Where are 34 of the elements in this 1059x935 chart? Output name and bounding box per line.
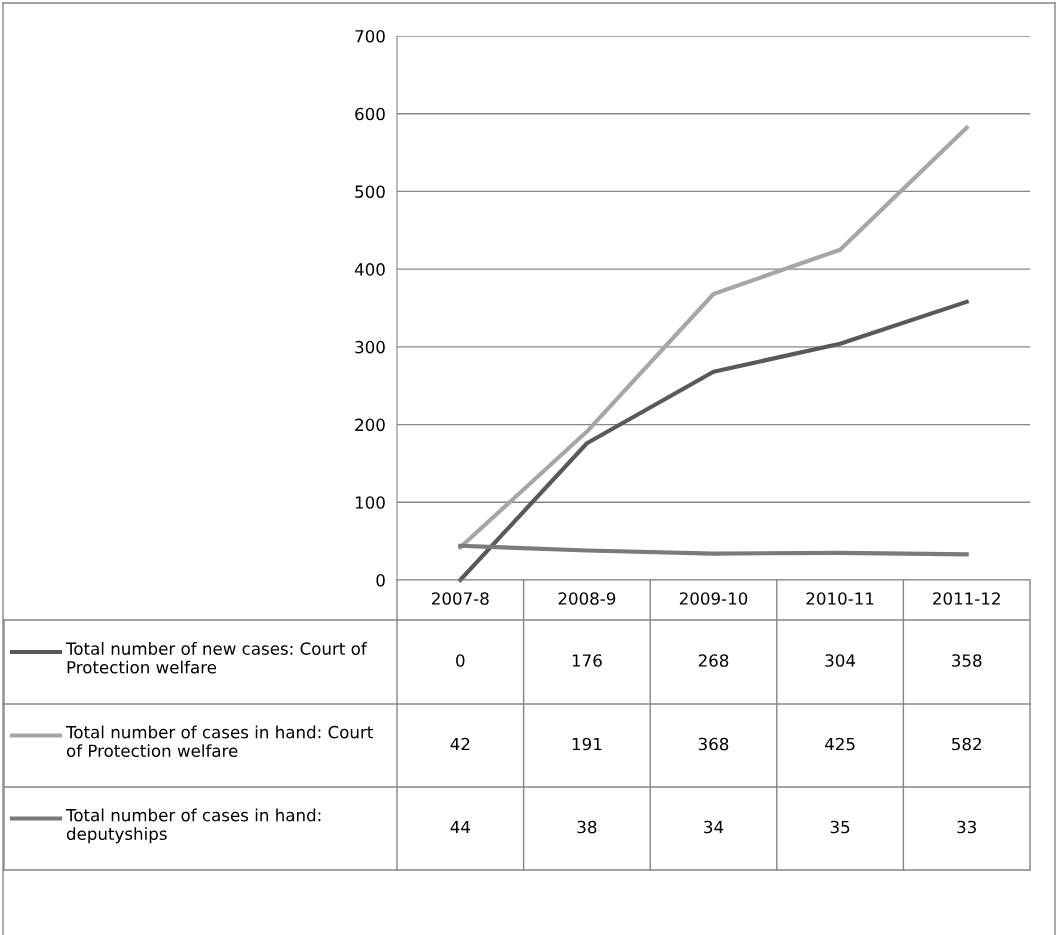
x-tick-label: 2011-12 — [933, 592, 1000, 605]
data-label: 0 — [456, 654, 465, 667]
y-tick-label: 200 — [355, 418, 385, 432]
data-label: 358 — [952, 654, 982, 667]
data-label: 191 — [572, 737, 602, 751]
y-tick-label: 500 — [355, 185, 385, 198]
y-tick-label: 700 — [355, 29, 385, 43]
y-tick-label: 100 — [355, 496, 385, 509]
x-tick-label: 2009-10 — [679, 592, 748, 605]
data-label: 268 — [698, 654, 729, 667]
data-label: 304 — [825, 654, 856, 667]
data-label: 176 — [572, 654, 602, 667]
x-tick-label: 2010-11 — [806, 592, 874, 605]
data-label: 368 — [698, 737, 729, 751]
data-label: 582 — [952, 737, 981, 751]
data-label: 35 — [830, 820, 850, 834]
data-label: 42 — [450, 737, 470, 751]
y-tick-label: 400 — [354, 263, 385, 276]
legend-label: Total number of cases in hand: deputyships — [65, 808, 321, 844]
legend-label: Total number of cases in hand: Court of Protection welfare — [65, 725, 373, 758]
data-label: 34 — [704, 820, 724, 834]
line-series — [458, 299, 969, 583]
line-series — [458, 125, 969, 550]
data-label: 44 — [450, 820, 470, 834]
data-label: 38 — [577, 820, 597, 834]
y-tick-label: 300 — [355, 340, 385, 354]
legend-label: Total number of new cases: Court of Protection welfare — [65, 642, 368, 674]
x-tick-label: 2008-9 — [558, 592, 616, 605]
line-series — [458, 543, 969, 557]
y-tick-label: 600 — [355, 107, 385, 121]
y-tick-label: 0 — [376, 573, 385, 587]
data-label: 425 — [825, 737, 855, 751]
x-tick-label: 2007-8 — [432, 592, 489, 605]
data-label: 33 — [957, 820, 976, 834]
